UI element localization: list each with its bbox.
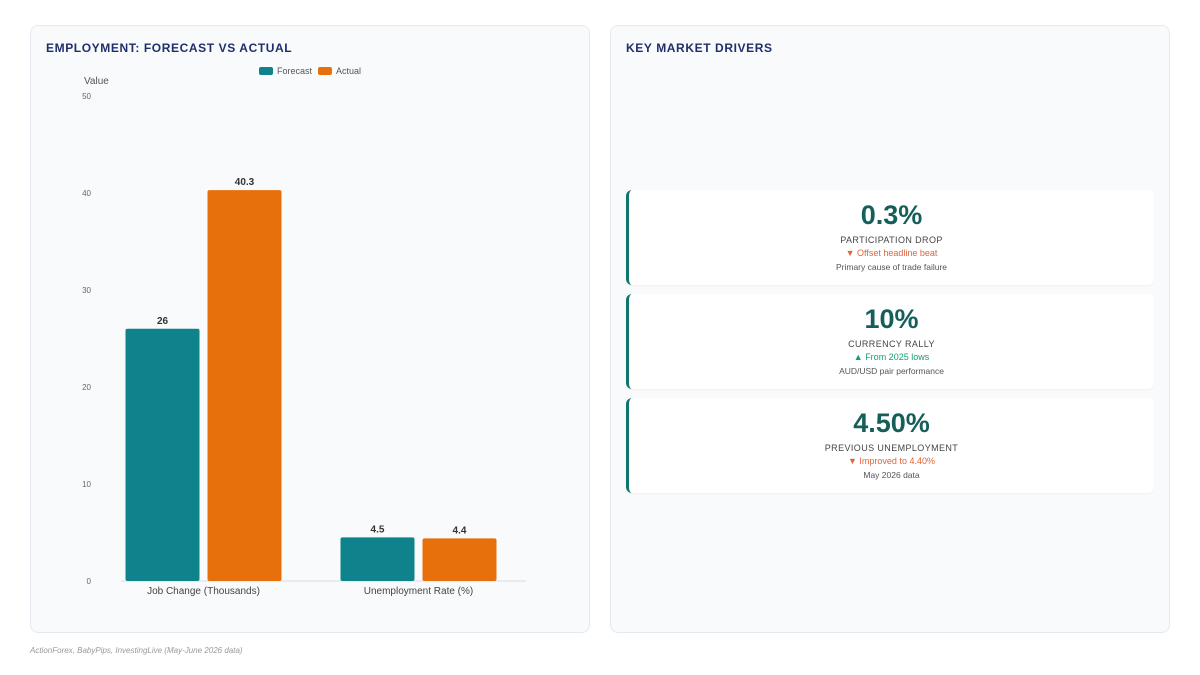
- card-label: PARTICIPATION DROP: [840, 235, 943, 245]
- chart-panel: EMPLOYMENT: FORECAST VS ACTUAL Forecast …: [30, 25, 590, 633]
- data-label: 40.3: [235, 177, 255, 188]
- data-label: 26: [157, 316, 169, 327]
- bar-forecast: [340, 537, 415, 581]
- drivers-panel: KEY MARKET DRIVERS 0.3% PARTICIPATION DR…: [610, 25, 1170, 633]
- card-note: AUD/USD pair performance: [839, 366, 944, 376]
- legend-swatch-actual: [318, 67, 333, 75]
- bar-actual: [422, 538, 497, 581]
- card-change: ▲ From 2025 lows: [853, 352, 930, 362]
- legend-item-actual[interactable]: Actual: [318, 66, 361, 76]
- bar-chart: 0 10 20 30 40 50 26 40.3 Job Change (Thousands) 4…: [82, 92, 526, 597]
- card-value: 0.3%: [860, 200, 923, 230]
- y-tick-label: 40: [82, 189, 91, 198]
- chart-title: EMPLOYMENT: FORECAST VS ACTUAL: [46, 41, 293, 55]
- driver-card-unemployment: 4.50% PREVIOUS UNEMPLOYMENT ▼ Improved t…: [626, 398, 1154, 493]
- card-value: 4.50%: [853, 408, 930, 438]
- y-tick-label: 0: [87, 577, 92, 586]
- data-label: 4.5: [371, 524, 385, 535]
- bar-forecast: [125, 328, 200, 581]
- y-tick-label: 30: [82, 286, 91, 295]
- x-tick-label: Unemployment Rate (%): [364, 586, 473, 597]
- card-note: May 2026 data: [863, 470, 920, 480]
- y-tick-label: 10: [82, 480, 91, 489]
- driver-card-currency: 10% CURRENCY RALLY ▲ From 2025 lows AUD/…: [626, 294, 1154, 389]
- legend-label-forecast: Forecast: [277, 66, 313, 76]
- card-note: Primary cause of trade failure: [835, 262, 948, 272]
- card-label: CURRENCY RALLY: [848, 339, 935, 349]
- driver-cards: 0.3% PARTICIPATION DROP ▼ Offset headlin…: [626, 190, 1154, 502]
- drivers-title: KEY MARKET DRIVERS: [626, 41, 773, 55]
- legend-swatch-forecast: [259, 67, 273, 75]
- card-change: ▼ Improved to 4.40%: [848, 456, 935, 466]
- card-change: ▼ Offset headline beat: [845, 248, 938, 258]
- y-tick-label: 50: [82, 92, 91, 101]
- legend-item-forecast[interactable]: Forecast: [259, 66, 312, 76]
- card-label: PREVIOUS UNEMPLOYMENT: [824, 443, 959, 453]
- y-tick-label: 20: [82, 383, 91, 392]
- x-tick-label: Job Change (Thousands): [147, 586, 260, 597]
- data-label: 4.4: [453, 525, 467, 536]
- card-value: 10%: [864, 304, 919, 334]
- legend-label-actual: Actual: [336, 66, 362, 76]
- bar-actual: [207, 190, 282, 581]
- chart-legend: Forecast Actual: [259, 66, 361, 76]
- driver-card-participation: 0.3% PARTICIPATION DROP ▼ Offset headlin…: [626, 190, 1154, 285]
- source-note: ActionForex, BabyPips, InvestingLive (Ma…: [30, 646, 243, 655]
- y-axis-title: Value: [84, 76, 109, 87]
